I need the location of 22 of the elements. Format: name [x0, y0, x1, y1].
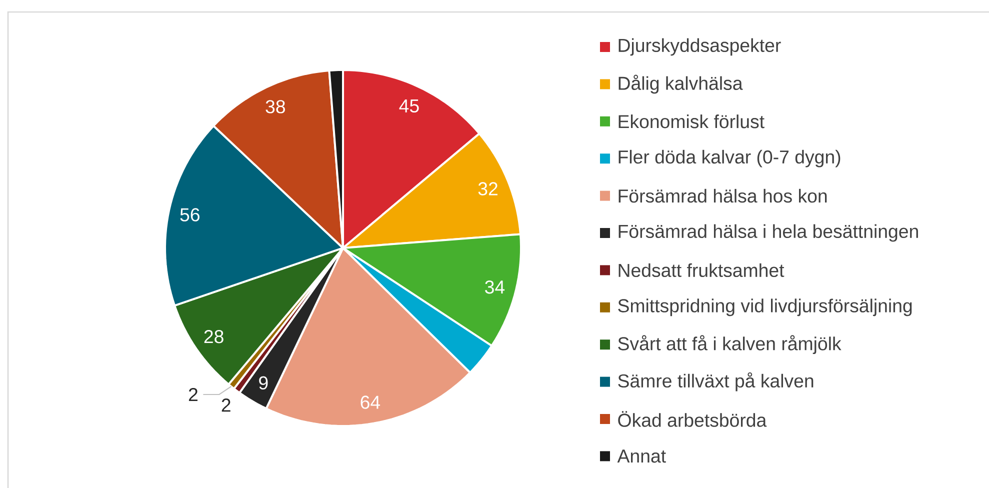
- legend-label: Försämrad hälsa i hela besättningen: [618, 224, 918, 242]
- data-label: 28: [204, 330, 224, 344]
- data-label: 34: [485, 280, 505, 294]
- data-label: 45: [399, 99, 419, 113]
- data-label: 56: [180, 208, 200, 222]
- legend-label: Ekonomisk förlust: [618, 114, 764, 128]
- legend-label: Annat: [617, 450, 666, 463]
- legend-label: Svårt att få i kalven råmjölk: [618, 335, 842, 354]
- legend-label: Smittspridning vid livdjursförsäljning: [618, 298, 912, 316]
- legend-label: Försämrad hälsa hos kon: [618, 188, 827, 203]
- legend-label: Djurskyddsaspekter: [618, 38, 781, 56]
- data-label: 9: [259, 376, 268, 390]
- legend-label: Nedsatt fruktsamhet: [618, 263, 784, 278]
- data-label: 32: [478, 182, 498, 196]
- legend-label: Dålig kalvhälsa: [618, 74, 743, 94]
- data-label: 64: [360, 396, 380, 409]
- legend-label: Sämre tillväxt på kalven: [618, 372, 814, 392]
- legend-label: Fler döda kalvar (0-7 dygn): [618, 150, 840, 168]
- legend-label: Ökad arbetsbörda: [618, 411, 767, 427]
- data-label: 2: [188, 388, 198, 402]
- data-label: 2: [222, 398, 230, 412]
- data-label: 38: [266, 100, 285, 114]
